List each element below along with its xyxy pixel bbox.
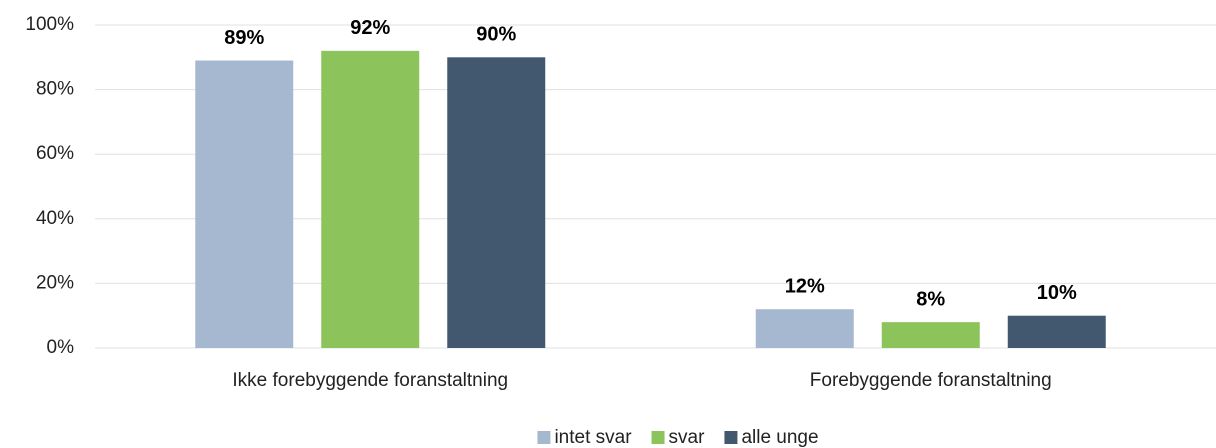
bar bbox=[881, 322, 980, 348]
bar bbox=[1007, 315, 1106, 348]
y-tick-label: 80% bbox=[36, 79, 74, 100]
bar bbox=[195, 60, 294, 348]
bar bbox=[447, 57, 546, 349]
legend-swatch bbox=[537, 431, 551, 444]
y-tick-label: 60% bbox=[36, 143, 74, 164]
legend-swatch bbox=[651, 431, 665, 444]
y-tick-label: 100% bbox=[25, 14, 74, 35]
y-tick-label: 40% bbox=[36, 208, 74, 229]
legend-label: alle unge bbox=[741, 427, 818, 448]
y-tick-label: 0% bbox=[47, 337, 75, 358]
value-label: 89% bbox=[224, 27, 264, 49]
legend-label: intet svar bbox=[554, 427, 632, 448]
bar bbox=[755, 309, 854, 348]
bar bbox=[321, 50, 420, 349]
value-label: 8% bbox=[916, 288, 945, 310]
legend-label: svar bbox=[669, 427, 706, 448]
value-label: 92% bbox=[350, 17, 390, 39]
value-label: 12% bbox=[785, 276, 825, 298]
value-label: 10% bbox=[1037, 282, 1077, 304]
legend-swatch bbox=[724, 431, 738, 444]
x-tick-label: Ikke forebyggende foranstaltning bbox=[232, 370, 508, 391]
y-tick-label: 20% bbox=[36, 272, 74, 293]
x-tick-label: Forebyggende foranstaltning bbox=[810, 370, 1052, 391]
value-label: 90% bbox=[476, 24, 516, 46]
